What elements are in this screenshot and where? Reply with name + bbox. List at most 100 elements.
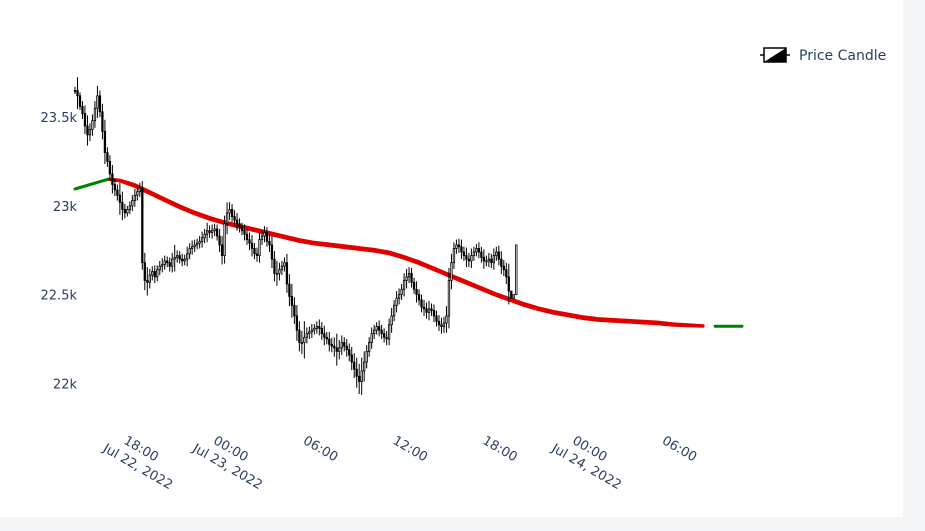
candle [73, 86, 77, 95]
candle [435, 310, 438, 327]
candle-body [228, 209, 231, 214]
candle-body [88, 129, 92, 136]
candle-body [288, 283, 291, 297]
candle [455, 239, 458, 254]
candle-body [363, 361, 366, 372]
candle [138, 182, 141, 197]
candle [482, 249, 486, 269]
candle-body [293, 304, 296, 317]
candle [198, 236, 201, 249]
candle-body [131, 200, 134, 207]
candle [415, 281, 418, 303]
candle-body [305, 333, 309, 338]
candle-body [303, 336, 306, 343]
candle-body [323, 333, 326, 338]
candle-body [440, 324, 443, 327]
candle-body [220, 244, 224, 256]
candle-body [178, 255, 181, 260]
candle [420, 294, 423, 313]
candle [146, 267, 149, 296]
candle-body [373, 329, 376, 335]
candle-body [512, 294, 515, 299]
candle [273, 251, 276, 282]
candle-body [78, 95, 82, 107]
candle-body [300, 342, 304, 344]
candle [470, 248, 473, 268]
candle-body [477, 248, 481, 253]
candle [283, 257, 286, 272]
candle-body [313, 327, 316, 331]
candle-body [275, 272, 279, 275]
candle-body [161, 264, 164, 267]
candle-body [405, 276, 408, 281]
candle-body [450, 262, 453, 281]
candle [265, 227, 269, 247]
candle-body [191, 246, 194, 249]
candle-body [392, 304, 396, 317]
candle [492, 248, 495, 270]
y-axis: 22k 22.5k 23k 23.5k [41, 111, 78, 392]
candle-body [163, 260, 166, 265]
candle [98, 90, 102, 118]
candle [480, 246, 483, 263]
candle-body [415, 288, 418, 296]
candle [133, 189, 136, 207]
candle-body [340, 342, 343, 349]
candle-body [325, 336, 328, 340]
candle [385, 331, 388, 346]
candle [353, 353, 356, 379]
candle [365, 345, 368, 369]
candle [215, 224, 219, 241]
candle [378, 320, 381, 337]
candle [310, 323, 313, 339]
candle [315, 321, 318, 334]
candle-body [328, 338, 331, 345]
candle [243, 224, 246, 241]
candle [173, 244, 176, 272]
candle [128, 201, 131, 214]
candle [417, 289, 421, 306]
y-tick-label: 22k [53, 377, 78, 392]
candle-body [138, 187, 141, 193]
candle-body [497, 251, 500, 260]
y-tick-label: 22.5k [41, 289, 78, 304]
candle-body [83, 113, 87, 127]
candle-body [196, 242, 199, 246]
candle-body [173, 256, 176, 260]
candle [220, 236, 224, 265]
candle [407, 267, 411, 284]
candle-body [171, 258, 174, 267]
candle-body [507, 276, 510, 292]
candle-body [176, 255, 179, 258]
candle-body [213, 228, 216, 232]
candle-body [465, 255, 468, 260]
candle-body [487, 258, 490, 262]
candle [303, 321, 306, 359]
candle-body [345, 345, 348, 351]
candle-body [462, 251, 466, 256]
candle [457, 238, 461, 253]
candle [382, 328, 386, 343]
candle [427, 300, 431, 321]
moving-average-layer [73, 177, 744, 328]
candle-body [353, 361, 356, 370]
candle-body [118, 194, 122, 203]
candle [108, 155, 112, 181]
candle [440, 317, 443, 334]
candle [505, 262, 508, 284]
legend[interactable]: Price Candle [760, 47, 886, 64]
candle [240, 222, 244, 236]
candle [166, 256, 169, 268]
candle-body [455, 244, 458, 249]
candle-body [263, 232, 266, 237]
candle [178, 251, 181, 264]
candle-body [126, 209, 129, 214]
candle-body [470, 255, 473, 262]
candle [158, 260, 161, 276]
candle [387, 318, 391, 346]
x-tick-time: 06:00 [659, 433, 699, 465]
candle [318, 319, 321, 336]
candle-body [387, 324, 391, 340]
candle [368, 337, 371, 357]
